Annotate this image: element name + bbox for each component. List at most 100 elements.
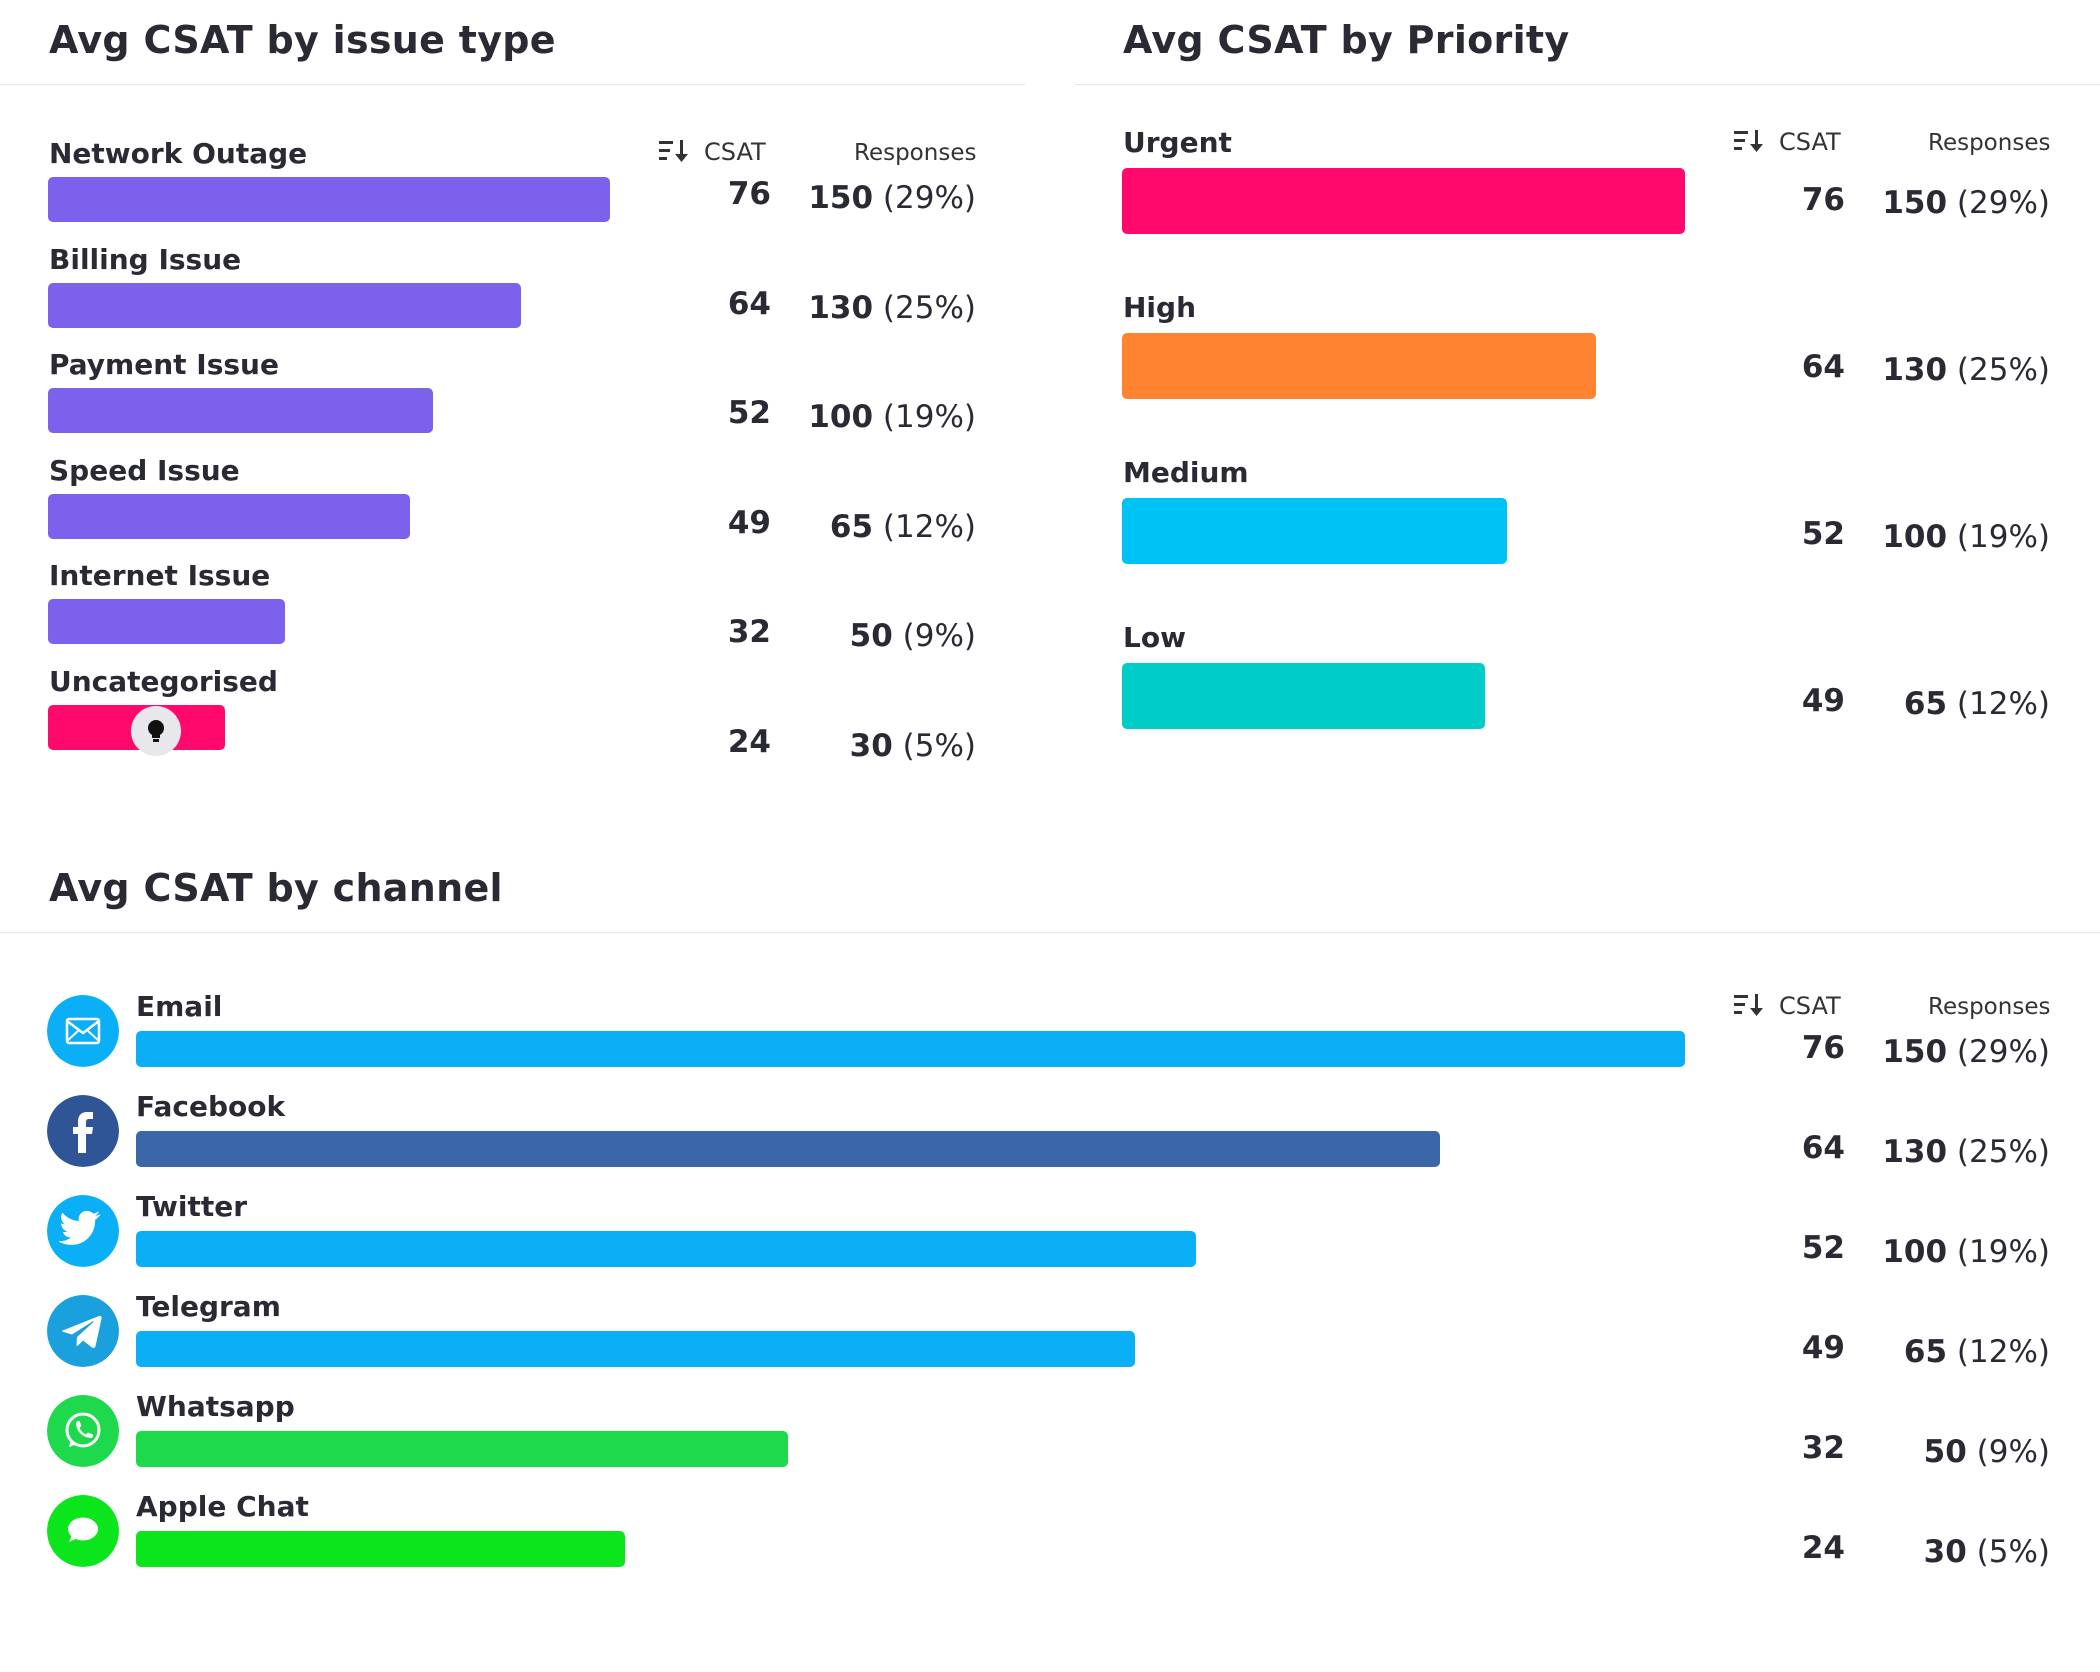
responses-count: 130 — [1882, 352, 1948, 388]
responses-count: 30 — [1923, 1534, 1967, 1570]
channel-panel-title: Avg CSAT by channel — [49, 866, 503, 910]
responses-value: 65 (12%) — [1810, 1334, 2050, 1370]
issue-panel-title: Avg CSAT by issue type — [49, 18, 556, 62]
responses-percent: (25%) — [882, 289, 976, 326]
responses-value: 130 (25%) — [1810, 1134, 2050, 1170]
responses-count: 100 — [808, 399, 874, 435]
responses-percent: (9%) — [1976, 1434, 2050, 1470]
sort-icon[interactable] — [1733, 992, 1765, 1018]
responses-percent: (19%) — [1956, 1234, 2050, 1270]
csat-bar — [1122, 498, 1507, 564]
responses-count: 100 — [1882, 519, 1948, 555]
responses-count: 150 — [808, 180, 874, 216]
csat-value: 52 — [727, 395, 771, 431]
responses-percent: (29%) — [1956, 185, 2050, 221]
csat-bar — [48, 493, 410, 539]
row-label: Payment Issue — [49, 348, 279, 381]
row-label: Internet Issue — [49, 559, 271, 592]
row-label: Twitter — [136, 1190, 248, 1223]
csat-value: 24 — [1801, 1530, 1845, 1566]
csat-value: 24 — [727, 723, 771, 760]
csat-value: 76 — [727, 176, 771, 212]
row-label: Email — [136, 990, 223, 1023]
twitter-icon — [47, 1195, 119, 1267]
row-label: Telegram — [136, 1290, 281, 1323]
row-label: Billing Issue — [49, 242, 242, 276]
csat-bar — [1122, 168, 1685, 234]
responses-count: 30 — [849, 727, 893, 764]
responses-value: 150 (29%) — [736, 180, 976, 216]
csat-value: 64 — [727, 285, 771, 322]
row-label: Network Outage — [49, 137, 308, 170]
responses-percent: (29%) — [1956, 1034, 2050, 1070]
responses-count: 150 — [1882, 1034, 1948, 1070]
responses-column-header: Responses — [854, 140, 977, 166]
responses-value: 30 (5%) — [1810, 1534, 2050, 1570]
responses-percent: (9%) — [902, 618, 976, 654]
csat-value: 76 — [1801, 1030, 1845, 1066]
lightbulb-icon[interactable] — [131, 706, 181, 756]
row-label: Apple Chat — [136, 1490, 309, 1523]
responses-value: 100 (19%) — [736, 399, 976, 435]
csat-bar — [136, 1031, 1685, 1067]
responses-percent: (5%) — [902, 727, 976, 764]
responses-count: 130 — [1882, 1134, 1948, 1170]
row-label: Medium — [1123, 456, 1249, 489]
csat-bar — [48, 388, 433, 433]
responses-value: 150 (29%) — [1810, 1034, 2050, 1070]
sort-icon[interactable] — [658, 138, 690, 164]
row-label: Whatsapp — [136, 1390, 295, 1423]
responses-percent: (12%) — [1956, 1334, 2050, 1370]
csat-bar — [136, 1331, 1135, 1367]
telegram-icon — [47, 1295, 119, 1367]
csat-bar — [1122, 333, 1596, 399]
csat-value: 76 — [1801, 182, 1845, 218]
csat-bar — [136, 1131, 1440, 1167]
row-label: Facebook — [136, 1090, 286, 1123]
csat-value: 49 — [1801, 1330, 1845, 1366]
responses-value: 100 (19%) — [1810, 1234, 2050, 1270]
responses-count: 130 — [808, 289, 874, 326]
responses-count: 50 — [849, 618, 893, 654]
apple-chat-icon — [47, 1495, 119, 1567]
email-icon — [47, 995, 119, 1067]
responses-value: 65 (12%) — [1810, 686, 2050, 722]
responses-value: 130 (25%) — [736, 290, 976, 326]
csat-column-header[interactable]: CSAT — [704, 138, 766, 166]
row-label: Low — [1123, 621, 1186, 654]
row-label: Uncategorised — [49, 664, 278, 698]
responses-count: 150 — [1882, 185, 1948, 221]
csat-bar — [48, 282, 521, 328]
priority-panel-divider — [1075, 84, 2100, 85]
csat-bar — [48, 177, 610, 222]
csat-bar — [1122, 663, 1485, 729]
whatsapp-icon — [47, 1395, 119, 1467]
csat-column-header[interactable]: CSAT — [1779, 128, 1841, 156]
responses-count: 65 — [829, 508, 874, 545]
responses-percent: (5%) — [1976, 1534, 2050, 1570]
csat-value: 52 — [1801, 1230, 1845, 1266]
csat-column-header[interactable]: CSAT — [1779, 992, 1841, 1020]
responses-percent: (12%) — [882, 508, 976, 545]
csat-value: 49 — [727, 504, 771, 541]
priority-panel-title: Avg CSAT by Priority — [1123, 18, 1570, 62]
responses-percent: (19%) — [882, 399, 976, 435]
responses-percent: (25%) — [1956, 1134, 2050, 1170]
responses-count: 65 — [1903, 1334, 1948, 1370]
responses-value: 150 (29%) — [1810, 185, 2050, 221]
responses-column-header: Responses — [1928, 130, 2051, 156]
responses-percent: (12%) — [1956, 686, 2050, 722]
csat-bar — [48, 599, 285, 644]
responses-percent: (25%) — [1956, 352, 2050, 388]
issue-panel-divider — [0, 84, 1025, 85]
responses-value: 50 (9%) — [736, 618, 976, 654]
sort-icon[interactable] — [1733, 128, 1765, 154]
responses-count: 65 — [1903, 686, 1948, 722]
responses-count: 50 — [1923, 1434, 1967, 1470]
responses-count: 100 — [1882, 1234, 1948, 1270]
responses-value: 130 (25%) — [1810, 352, 2050, 388]
responses-percent: (19%) — [1956, 519, 2050, 555]
responses-value: 65 (12%) — [736, 509, 976, 545]
channel-panel-divider — [0, 932, 2100, 933]
row-label: Speed Issue — [49, 453, 240, 487]
